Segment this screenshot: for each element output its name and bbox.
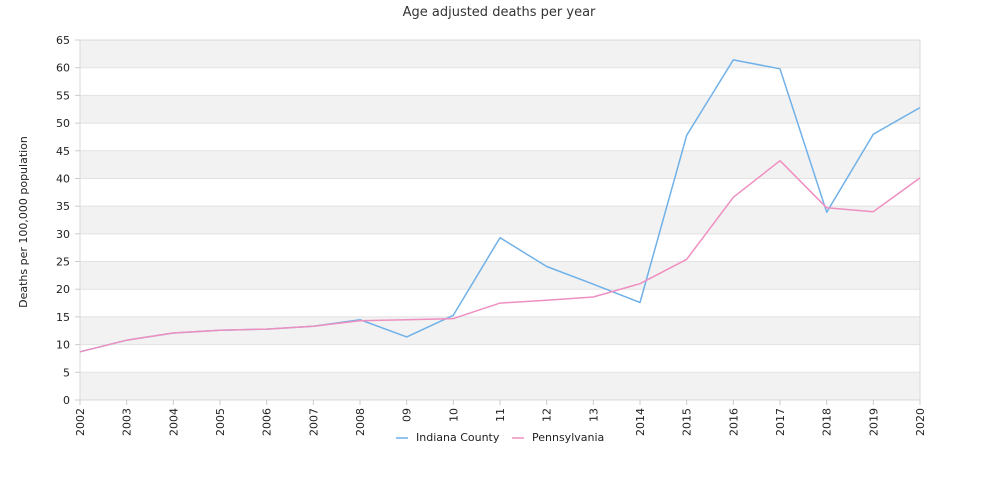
x-tick-label: 10	[447, 408, 460, 422]
x-tick-label: 2017	[774, 408, 787, 436]
grid-band	[80, 372, 920, 400]
x-tick-label: 2005	[214, 408, 227, 436]
x-tick-label: 2002	[74, 408, 87, 436]
legend-label: Indiana County	[416, 431, 500, 444]
legend[interactable]: Indiana County Pennsylvania	[396, 431, 604, 444]
x-tick-label: 12	[541, 408, 554, 422]
y-axis: 0 5 10 15 20 25 30 35 40 45 50 55 60 65	[56, 34, 80, 407]
grid-bands	[80, 40, 920, 400]
y-tick-label: 55	[56, 89, 70, 102]
grid-band	[80, 67, 920, 96]
y-tick-label: 40	[56, 172, 70, 185]
y-tick-label: 60	[56, 62, 70, 75]
y-tick-label: 35	[56, 200, 70, 213]
y-tick-label: 45	[56, 145, 70, 158]
x-tick-label: 2006	[261, 408, 274, 436]
grid-band	[80, 344, 920, 373]
y-tick-label: 5	[63, 366, 70, 379]
legend-label: Pennsylvania	[532, 431, 604, 444]
grid-band	[80, 206, 920, 234]
y-tick-label: 50	[56, 117, 70, 130]
x-tick-label: 2018	[821, 408, 834, 436]
y-tick-label: 65	[56, 34, 70, 47]
grid-band	[80, 95, 920, 124]
x-tick-label: 2014	[634, 408, 647, 436]
x-tick-label: 2015	[681, 408, 694, 436]
x-tick-label: 2003	[121, 408, 134, 436]
x-tick-label: 2016	[727, 408, 740, 436]
x-tick-label: 2020	[914, 408, 927, 436]
x-tick-label: 2008	[354, 408, 367, 436]
x-tick-label: 2007	[307, 408, 320, 436]
x-tick-label: 13	[587, 408, 600, 422]
chart-title: Age adjusted deaths per year	[403, 5, 596, 20]
series-lines	[79, 59, 921, 353]
x-tick-label: 2019	[867, 408, 880, 436]
grid-band	[80, 261, 920, 290]
y-tick-label: 0	[63, 394, 70, 407]
y-axis-label: Deaths per 100,000 population	[17, 136, 30, 308]
y-tick-label: 30	[56, 228, 70, 241]
x-tick-label: 09	[401, 408, 414, 422]
y-tick-label: 10	[56, 339, 70, 352]
legend-item[interactable]: Pennsylvania	[512, 431, 604, 444]
series-line-pennsylvania	[79, 159, 921, 353]
x-tick-label: 11	[494, 408, 507, 422]
grid-band	[80, 40, 920, 68]
x-tick-label: 2004	[167, 408, 180, 436]
y-tick-label: 20	[56, 283, 70, 296]
y-tick-label: 15	[56, 311, 70, 324]
grid-band	[80, 123, 920, 151]
legend-item[interactable]: Indiana County	[396, 431, 500, 444]
grid-band	[80, 178, 920, 207]
grid-band	[80, 150, 920, 179]
x-axis: 2002 2003 2004 2005 2006 2007 2008 09 10 11 12 13 20…	[74, 400, 927, 436]
y-tick-label: 25	[56, 256, 70, 269]
